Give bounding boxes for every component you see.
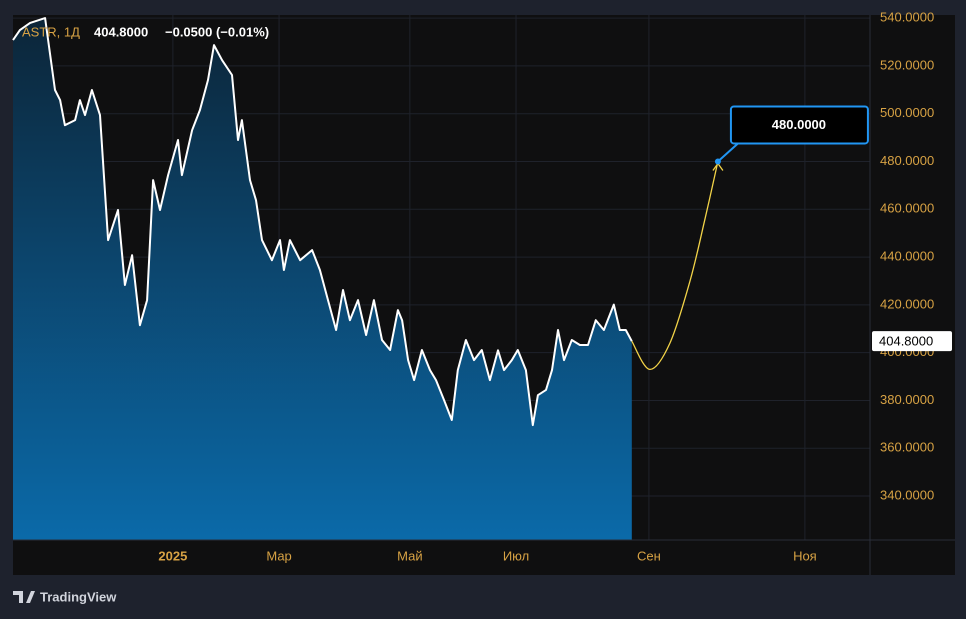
logo-icon <box>13 591 35 603</box>
y-tick-label: 500.0000 <box>880 105 934 120</box>
x-tick-label: Сен <box>637 548 661 563</box>
last-price: 404.8000 <box>94 24 148 39</box>
x-tick-label: 2025 <box>158 548 187 563</box>
y-tick-label: 480.0000 <box>880 153 934 168</box>
y-tick-label: 520.0000 <box>880 57 934 72</box>
change: −0.0500 (−0.01%) <box>165 24 269 39</box>
x-tick-label: Июл <box>503 548 529 563</box>
price-tag-label: 404.8000 <box>879 334 933 349</box>
logo: TradingView <box>13 589 117 604</box>
symbol: ASTR, 1Д <box>22 24 80 39</box>
x-tick-label: Май <box>397 548 422 563</box>
y-tick-label: 540.0000 <box>880 10 934 25</box>
y-tick-label: 380.0000 <box>880 392 934 407</box>
callout-label: 480.0000 <box>772 117 826 132</box>
y-tick-label: 420.0000 <box>880 296 934 311</box>
price-line <box>12 17 633 427</box>
y-tick-label: 440.0000 <box>880 249 934 264</box>
forecast-line <box>631 161 719 371</box>
y-tick-label: 360.0000 <box>880 440 934 455</box>
price-tag <box>872 331 952 352</box>
x-tick-label: Мар <box>266 548 291 563</box>
y-tick-label: 340.0000 <box>880 487 934 502</box>
callout-box <box>729 105 869 145</box>
x-tick-label: Ноя <box>793 548 817 563</box>
y-tick-label: 460.0000 <box>880 201 934 216</box>
brand: TradingView <box>40 589 117 604</box>
area <box>13 18 632 541</box>
